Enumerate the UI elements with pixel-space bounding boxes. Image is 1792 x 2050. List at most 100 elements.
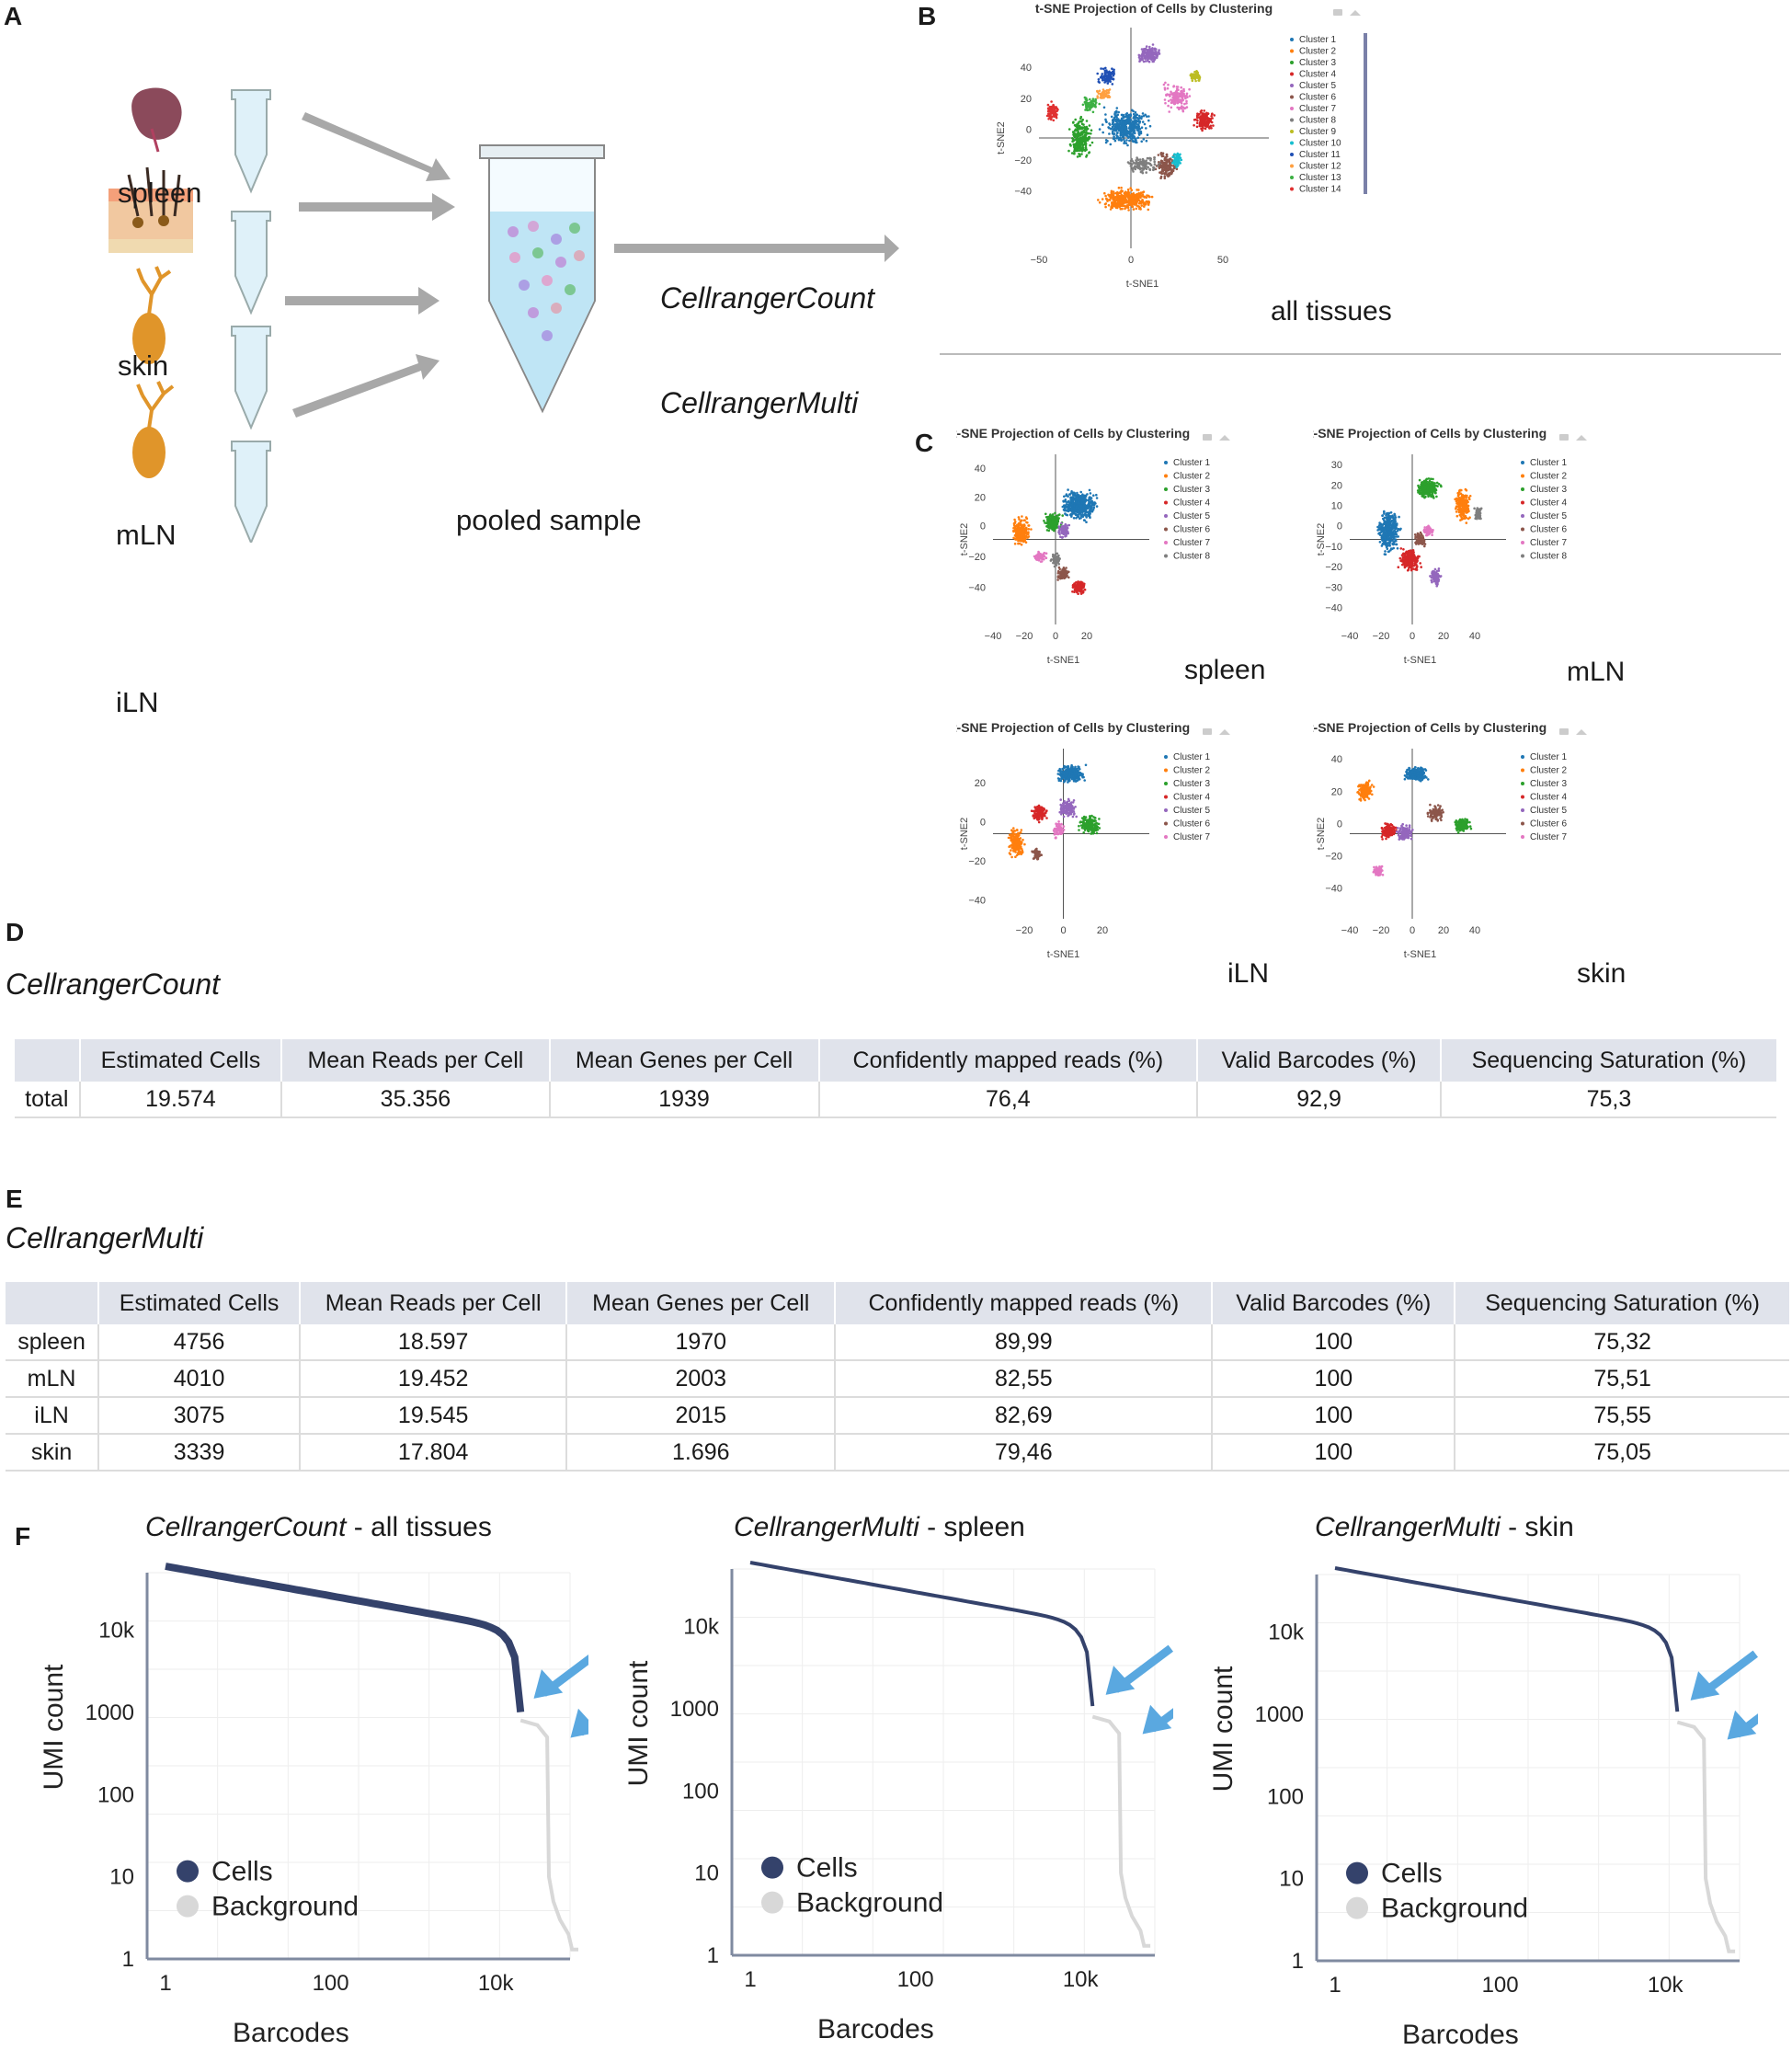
cell-point bbox=[1387, 536, 1389, 540]
cell-point bbox=[1101, 97, 1103, 99]
cell-point bbox=[1063, 506, 1067, 509]
cell-point bbox=[1152, 168, 1155, 172]
cell-point bbox=[1137, 123, 1140, 127]
cell-point bbox=[1078, 153, 1080, 155]
cell-point bbox=[1177, 98, 1180, 101]
cell-point bbox=[1413, 555, 1416, 557]
legend-entry: Cluster 2 bbox=[1299, 47, 1336, 57]
cell-point bbox=[1082, 501, 1086, 505]
cell-point bbox=[1423, 526, 1426, 529]
cell-point bbox=[1463, 507, 1467, 510]
cell-point bbox=[1141, 58, 1144, 62]
cell-point bbox=[1049, 110, 1052, 113]
cell-point bbox=[1088, 135, 1091, 139]
cell-point bbox=[1057, 554, 1060, 557]
cell-point bbox=[1129, 193, 1133, 197]
cell-point bbox=[1433, 579, 1436, 583]
cell-point bbox=[1465, 488, 1468, 492]
cell-point bbox=[1108, 132, 1111, 135]
cell-point bbox=[1105, 79, 1108, 82]
cell-point bbox=[1090, 132, 1092, 135]
cell-point bbox=[1427, 477, 1431, 480]
cell-point bbox=[1177, 88, 1180, 91]
cell-point bbox=[1132, 136, 1135, 140]
cell-point bbox=[1397, 566, 1400, 568]
cell-point bbox=[1468, 495, 1472, 498]
cell-point bbox=[1084, 142, 1088, 145]
cell-point bbox=[1027, 528, 1031, 531]
cell-point bbox=[1141, 200, 1145, 204]
cell-point bbox=[1479, 517, 1482, 521]
cell-point bbox=[1051, 513, 1055, 516]
cell-point bbox=[1123, 204, 1126, 208]
cell-point bbox=[1063, 495, 1066, 498]
cell-point bbox=[1429, 486, 1432, 488]
cell-point bbox=[1143, 122, 1147, 126]
cell-point bbox=[1167, 168, 1170, 172]
cell-point bbox=[1124, 126, 1128, 129]
cell-point bbox=[1416, 532, 1420, 535]
cell-point bbox=[1126, 188, 1130, 191]
cell-point bbox=[1067, 503, 1071, 507]
cell-point bbox=[1455, 507, 1457, 510]
cell-point bbox=[1165, 153, 1169, 156]
cell-point bbox=[1178, 155, 1181, 158]
pooled-sample-label: pooled sample bbox=[456, 504, 642, 536]
tsne-caption-all: all tissues bbox=[1271, 296, 1392, 326]
cell-point bbox=[1104, 194, 1107, 198]
cell-point bbox=[1103, 191, 1106, 195]
cell-point bbox=[1108, 78, 1111, 81]
cell-point bbox=[1437, 483, 1441, 486]
cell-point bbox=[1153, 49, 1157, 52]
cell-point bbox=[1145, 45, 1148, 48]
cell-point bbox=[1079, 142, 1081, 144]
cell-point bbox=[1173, 93, 1177, 97]
cell-point bbox=[1128, 116, 1131, 119]
cell-point bbox=[1079, 516, 1082, 520]
cell-point bbox=[1082, 507, 1085, 510]
cell-point bbox=[1418, 487, 1421, 490]
cell-point bbox=[1455, 514, 1459, 518]
cell-point bbox=[1180, 102, 1183, 105]
cell-point bbox=[1386, 533, 1388, 535]
cell-point bbox=[1074, 587, 1078, 590]
cell-point bbox=[1170, 168, 1173, 172]
cell-point bbox=[1192, 76, 1195, 80]
iln-icon bbox=[132, 381, 175, 478]
cell-point bbox=[1089, 504, 1091, 507]
cell-point bbox=[1198, 122, 1202, 126]
cell-point bbox=[1431, 531, 1433, 534]
cell-point bbox=[1129, 130, 1133, 133]
legend-entry: Cluster 5 bbox=[1173, 511, 1210, 521]
cell-point bbox=[1402, 561, 1405, 565]
cell-point bbox=[1435, 484, 1438, 487]
cell-point bbox=[1204, 127, 1207, 131]
cell-point bbox=[1016, 523, 1019, 526]
cell-point bbox=[1173, 91, 1176, 95]
cell-point bbox=[1145, 171, 1147, 174]
cell-point bbox=[1378, 541, 1382, 544]
cell-point bbox=[1072, 512, 1076, 515]
cell-point bbox=[1172, 153, 1176, 156]
cell-point bbox=[1083, 96, 1087, 99]
cell-point bbox=[1150, 54, 1153, 57]
cell-point bbox=[1122, 116, 1125, 119]
cell-point bbox=[1144, 60, 1147, 63]
cell-point bbox=[1140, 48, 1144, 51]
cell-point bbox=[1079, 145, 1082, 149]
cell-point bbox=[1065, 567, 1067, 569]
cell-point bbox=[1394, 531, 1398, 533]
cell-point bbox=[1129, 187, 1132, 189]
cell-point bbox=[1388, 519, 1391, 522]
cell-point bbox=[1203, 112, 1205, 115]
cell-point bbox=[1090, 99, 1093, 103]
tsne-mln: t-SNE Projection of Cells by Clustering−… bbox=[1313, 426, 1587, 666]
cell-point bbox=[1072, 133, 1075, 136]
legend-marker bbox=[1164, 474, 1168, 478]
legend-marker bbox=[1290, 49, 1294, 53]
cell-point bbox=[1395, 526, 1398, 529]
cell-point bbox=[1049, 106, 1053, 109]
cell-point bbox=[1107, 91, 1110, 95]
cell-point bbox=[1392, 520, 1396, 523]
cell-point bbox=[1095, 493, 1098, 497]
